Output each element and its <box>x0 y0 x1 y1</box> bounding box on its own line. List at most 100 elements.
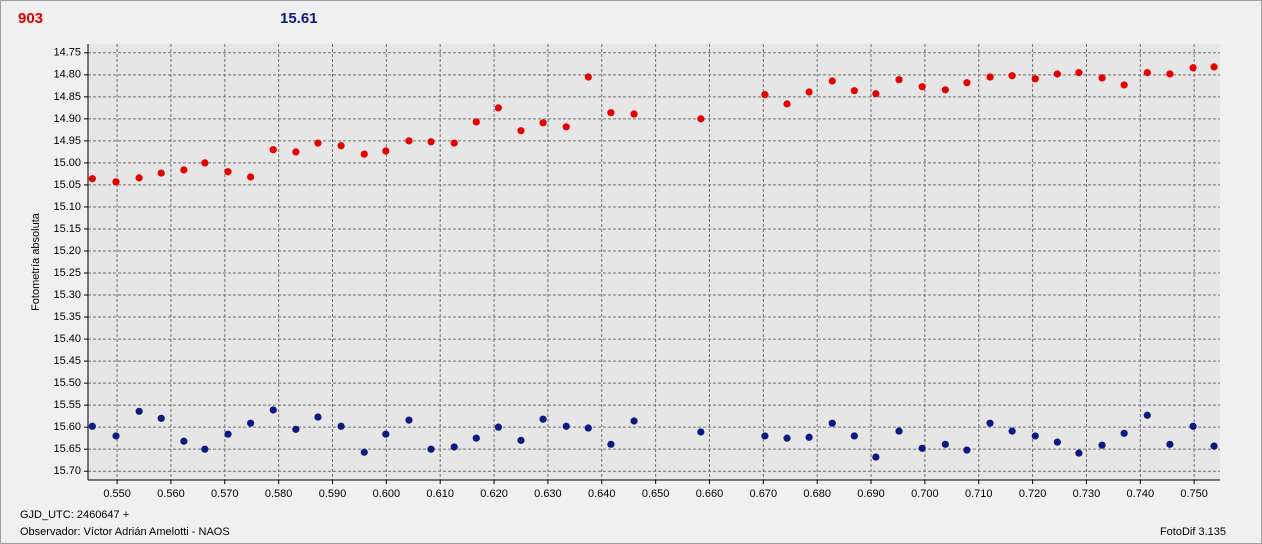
data-point <box>963 446 971 454</box>
footer-date: GJD_UTC: 2460647 + <box>20 509 129 521</box>
data-point <box>783 434 791 442</box>
y-tick-label: 14.75 <box>53 47 81 59</box>
data-point <box>517 127 525 135</box>
x-tick-label: 0.730 <box>1073 488 1101 500</box>
data-point <box>697 115 705 123</box>
data-point <box>382 430 390 438</box>
data-point <box>584 73 592 81</box>
data-point <box>494 423 502 431</box>
y-tick-label: 15.60 <box>53 421 81 433</box>
data-point <box>986 419 994 427</box>
data-point <box>872 453 880 461</box>
footer-version: FotoDif 3.135 <box>1160 526 1226 538</box>
data-point <box>1075 449 1083 457</box>
data-point <box>1143 69 1151 77</box>
data-point <box>135 407 143 415</box>
x-tick-label: 0.610 <box>426 488 454 500</box>
data-point <box>1031 75 1039 83</box>
data-point <box>1210 63 1218 71</box>
y-tick-label: 15.55 <box>53 399 81 411</box>
x-tick-label: 0.620 <box>480 488 508 500</box>
data-point <box>1053 70 1061 78</box>
x-tick-label: 0.720 <box>1019 488 1047 500</box>
data-point <box>88 175 96 183</box>
data-point <box>918 444 926 452</box>
data-point <box>405 137 413 145</box>
y-tick-label: 15.45 <box>53 355 81 367</box>
x-tick-label: 0.690 <box>857 488 885 500</box>
x-tick-label: 0.660 <box>696 488 724 500</box>
data-point <box>201 159 209 167</box>
data-point <box>269 146 277 154</box>
data-point <box>918 83 926 91</box>
x-tick-label: 0.640 <box>588 488 616 500</box>
x-tick-label: 0.710 <box>965 488 993 500</box>
data-point <box>1189 64 1197 72</box>
data-point <box>201 445 209 453</box>
x-tick-label: 0.680 <box>803 488 831 500</box>
y-tick-label: 15.35 <box>53 311 81 323</box>
data-point <box>895 427 903 435</box>
y-tick-label: 14.85 <box>53 91 81 103</box>
y-tick-label: 14.80 <box>53 69 81 81</box>
y-tick-label: 15.40 <box>53 333 81 345</box>
data-point <box>494 104 502 112</box>
y-tick-label: 15.50 <box>53 377 81 389</box>
data-point <box>941 440 949 448</box>
data-point <box>607 440 615 448</box>
data-point <box>562 422 570 430</box>
data-point <box>88 422 96 430</box>
data-point <box>783 100 791 108</box>
data-point <box>539 415 547 423</box>
data-point <box>112 178 120 186</box>
data-point <box>1031 432 1039 440</box>
data-point <box>427 445 435 453</box>
header-count: 903 <box>18 10 43 27</box>
data-point <box>1075 69 1083 77</box>
data-point <box>1098 74 1106 82</box>
data-point <box>872 90 880 98</box>
x-tick-label: 0.570 <box>211 488 239 500</box>
data-point <box>360 448 368 456</box>
data-point <box>427 138 435 146</box>
x-tick-label: 0.600 <box>373 488 401 500</box>
data-point <box>247 419 255 427</box>
y-tick-label: 15.10 <box>53 201 81 213</box>
data-point <box>450 443 458 451</box>
x-tick-label: 0.740 <box>1127 488 1155 500</box>
data-point <box>1098 441 1106 449</box>
data-point <box>986 73 994 81</box>
data-point <box>697 428 705 436</box>
data-point <box>1120 429 1128 437</box>
footer-observer: Observador: Víctor Adrián Amelotti - NAO… <box>20 526 230 538</box>
data-point <box>269 406 277 414</box>
y-tick-label: 14.95 <box>53 135 81 147</box>
x-tick-label: 0.650 <box>642 488 670 500</box>
data-point <box>292 425 300 433</box>
data-point <box>895 76 903 84</box>
data-point <box>337 422 345 430</box>
data-point <box>517 436 525 444</box>
x-tick-label: 0.580 <box>265 488 293 500</box>
data-point <box>405 416 413 424</box>
data-point <box>180 437 188 445</box>
data-point <box>1166 440 1174 448</box>
data-point <box>1008 427 1016 435</box>
data-point <box>1166 70 1174 78</box>
y-tick-label: 14.90 <box>53 113 81 125</box>
data-point <box>135 174 143 182</box>
data-point <box>247 173 255 181</box>
y-tick-label: 15.05 <box>53 179 81 191</box>
x-tick-label: 0.590 <box>319 488 347 500</box>
y-axis-label: Fotometría absoluta <box>30 212 42 311</box>
data-point <box>850 432 858 440</box>
data-point <box>314 413 322 421</box>
data-point <box>584 424 592 432</box>
y-tick-label: 15.00 <box>53 157 81 169</box>
y-tick-label: 15.20 <box>53 245 81 257</box>
data-point <box>963 79 971 87</box>
data-point <box>157 414 165 422</box>
x-tick-label: 0.560 <box>157 488 185 500</box>
data-point <box>1210 442 1218 450</box>
